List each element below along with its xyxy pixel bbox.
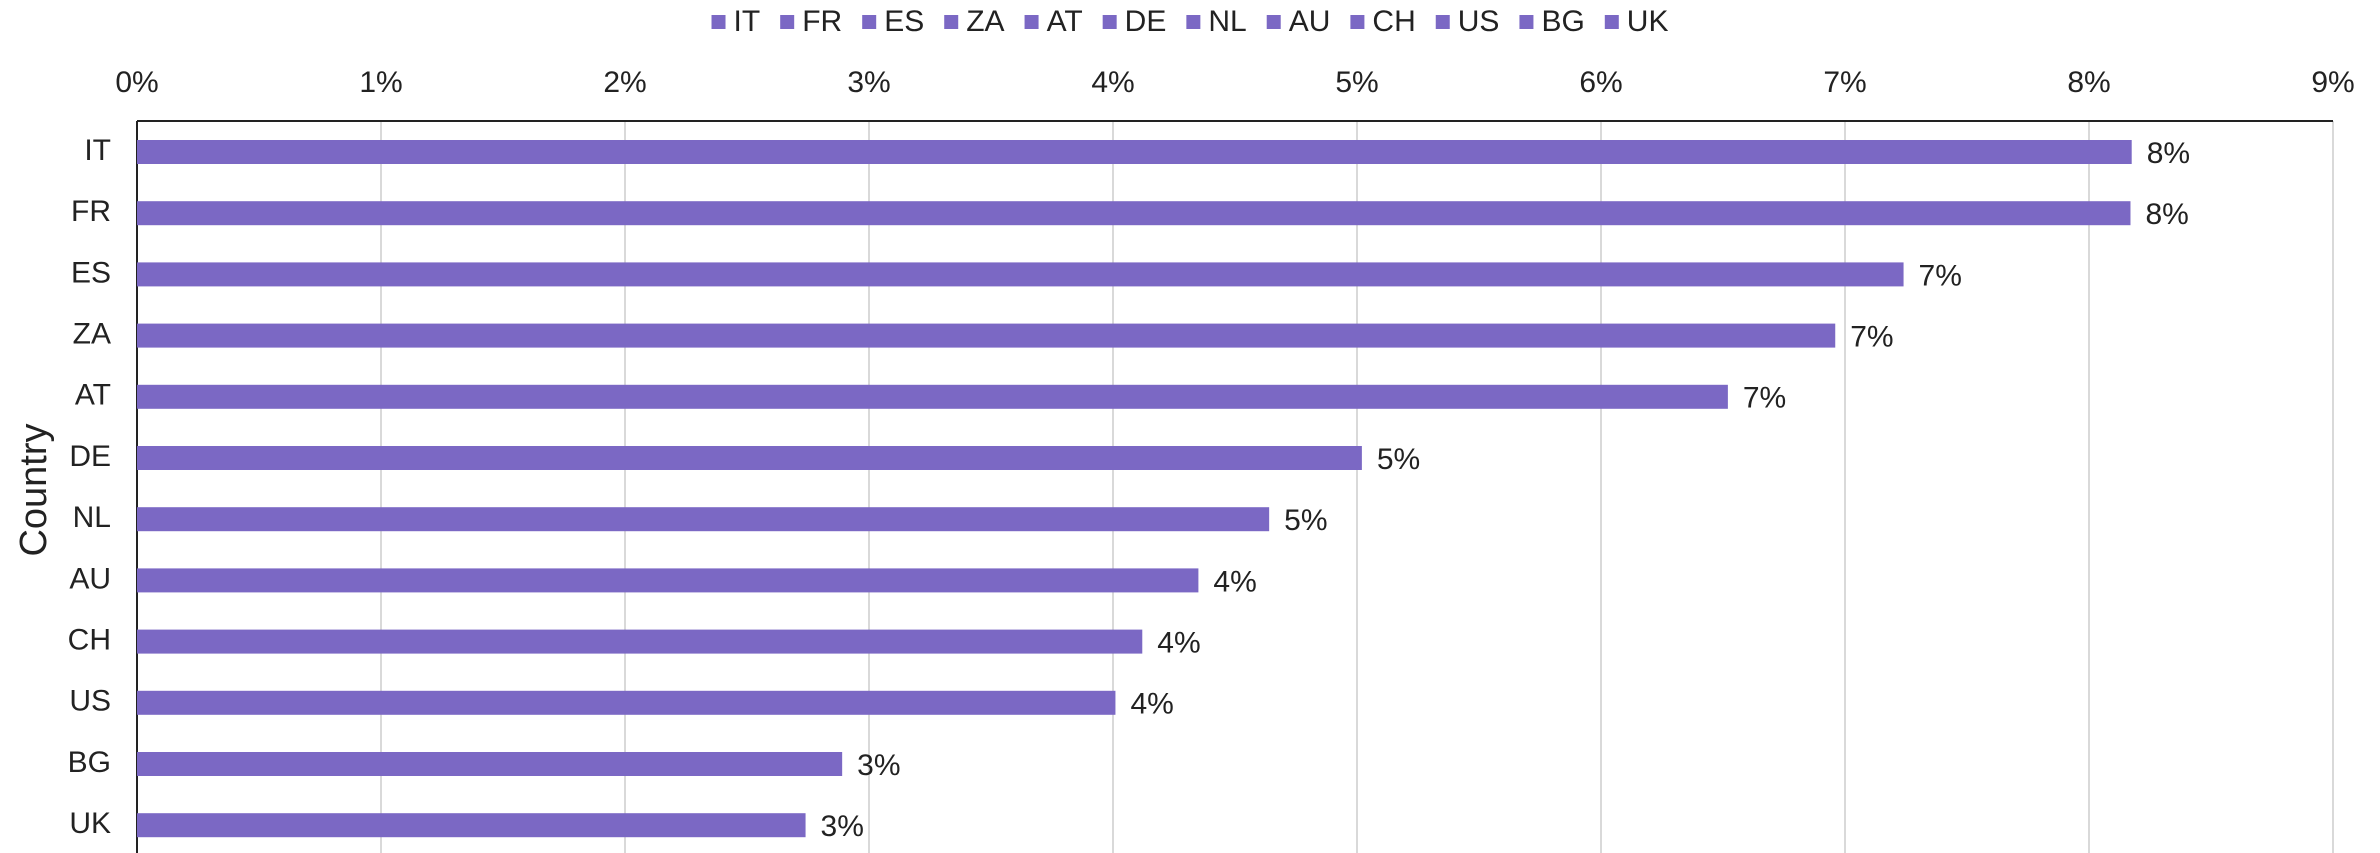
bar (137, 690, 1116, 715)
y-tick-label: ZA (73, 318, 111, 351)
x-tick-label: 0% (115, 66, 158, 99)
x-tick-label: 6% (1579, 66, 1622, 99)
data-label: 7% (1919, 259, 1962, 292)
x-tick-label: 5% (1335, 66, 1378, 99)
x-tick-label: 7% (1823, 66, 1866, 99)
bar (137, 446, 1362, 470)
y-tick-label: AU (69, 562, 111, 595)
legend-swatch (780, 15, 795, 29)
legend-label: DE (1125, 5, 1167, 38)
legend-swatch (1435, 15, 1450, 29)
y-tick-label: AT (75, 379, 111, 412)
legend-label: AT (1047, 5, 1083, 38)
data-label: 4% (1213, 565, 1256, 598)
legend-label: ZA (966, 5, 1004, 38)
legend-swatch (1350, 15, 1365, 29)
data-label: 5% (1284, 504, 1327, 537)
data-label: 4% (1157, 627, 1200, 660)
legend-label: UK (1627, 5, 1669, 38)
data-label: 8% (2145, 198, 2188, 231)
y-tick-label: US (69, 685, 111, 718)
y-axis-label: Country (13, 423, 55, 556)
bar (137, 140, 2132, 164)
x-tick-label: 4% (1091, 66, 1134, 99)
legend-label: US (1458, 5, 1500, 38)
legend-swatch (1266, 15, 1281, 29)
x-tick-label: 8% (2067, 66, 2110, 99)
data-label: 3% (821, 810, 864, 843)
data-label: 8% (2147, 137, 2190, 170)
legend-label: BG (1541, 5, 1584, 38)
legend-label: ES (884, 5, 924, 38)
legend-swatch (944, 15, 959, 29)
bar (137, 201, 2131, 226)
y-tick-label: DE (69, 440, 111, 473)
y-tick-label: NL (73, 501, 111, 534)
y-tick-label: UK (69, 807, 111, 840)
x-tick-label: 3% (847, 66, 890, 99)
legend-label: NL (1208, 5, 1246, 38)
y-tick-label: IT (84, 134, 111, 167)
legend-swatch (1604, 15, 1619, 29)
legend-swatch (1519, 15, 1534, 29)
legend-label: CH (1372, 5, 1415, 38)
bar (137, 629, 1143, 654)
bar (137, 813, 806, 838)
data-label: 7% (1850, 321, 1893, 354)
legend-swatch (1024, 15, 1039, 29)
y-tick-label: CH (68, 624, 111, 657)
bar (137, 323, 1836, 348)
data-label: 4% (1130, 688, 1173, 721)
data-label: 5% (1377, 443, 1420, 476)
data-label: 7% (1743, 382, 1786, 415)
bar (137, 568, 1199, 593)
y-tick-label: ES (71, 256, 111, 289)
bar (137, 384, 1728, 409)
y-tick-label: BG (68, 746, 111, 779)
x-tick-label: 9% (2311, 66, 2354, 99)
legend-swatch (862, 15, 877, 29)
bar (137, 507, 1270, 532)
legend-label: IT (734, 5, 761, 38)
legend-swatch (711, 15, 726, 29)
legend-swatch (1102, 15, 1117, 29)
x-tick-label: 1% (359, 66, 402, 99)
legend: IT FR ES ZA AT DE NL AU CH US BG UK (711, 5, 1669, 38)
data-label: 3% (857, 749, 900, 782)
x-tick-label: 2% (603, 66, 646, 99)
bar (137, 752, 843, 776)
legend-label: FR (802, 5, 842, 38)
legend-label: AU (1289, 5, 1331, 38)
y-tick-label: FR (71, 195, 111, 228)
bar (137, 262, 1904, 287)
legend-swatch (1186, 15, 1201, 29)
